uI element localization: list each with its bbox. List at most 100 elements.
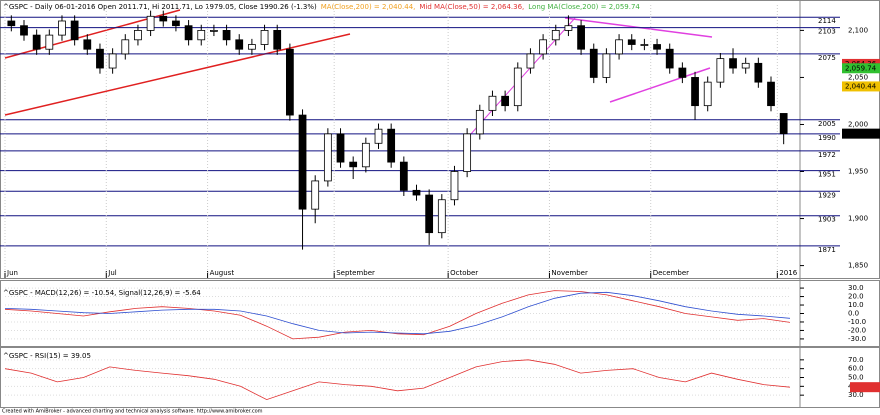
- y-tick-label: -20.0: [848, 326, 866, 334]
- candle-body: [602, 53, 611, 78]
- candle-body: [349, 161, 358, 168]
- candle-body: [501, 95, 510, 107]
- candle-body: [678, 67, 687, 78]
- candle-body: [691, 77, 699, 107]
- candle-body: [311, 180, 320, 210]
- y-tick-label: 10.0: [848, 301, 864, 309]
- level-label: 2114: [818, 17, 836, 25]
- level-label: 1951: [818, 171, 836, 179]
- candle-body: [83, 39, 92, 50]
- series-line: [4, 359, 791, 401]
- candle-body: [159, 15, 168, 22]
- candle-body: [653, 44, 661, 50]
- candle-body: [235, 39, 244, 50]
- level-label: 2075: [818, 54, 836, 62]
- y-tick-label: 70.0: [848, 356, 864, 364]
- y-tick-label: 1,900: [848, 215, 868, 223]
- price-marker: [842, 128, 880, 139]
- candle-body: [45, 34, 54, 50]
- price-marker-label: 2,040.44: [845, 82, 877, 90]
- candle-body: [108, 53, 117, 69]
- candle-body: [273, 30, 282, 50]
- candle-body: [754, 62, 763, 83]
- x-tick-label: Jul: [107, 269, 117, 277]
- price-marker: [842, 81, 880, 92]
- x-tick-label: November: [551, 269, 588, 277]
- macd-title: ^GSPC - MACD(12,26) = -10.54, Signal(12,…: [3, 289, 201, 297]
- trend-line: [609, 67, 711, 103]
- x-tick-label: Jun: [6, 269, 18, 277]
- candle-body: [146, 15, 155, 31]
- candle-body: [577, 25, 585, 50]
- title-text: ^GSPC - Daily 06-01-2016 Open 2011.71, H…: [3, 3, 317, 11]
- candle-body: [210, 30, 218, 32]
- y-tick-label: 0.0: [848, 310, 859, 318]
- y-tick-label: 1,950: [848, 168, 868, 176]
- level-label: 1929: [818, 191, 836, 199]
- x-tick-label: 2016: [779, 269, 797, 277]
- y-tick-label: 2,050: [848, 73, 868, 81]
- level-label: 2103: [818, 28, 836, 36]
- level-label: 1972: [818, 151, 836, 159]
- candle-body: [184, 25, 193, 41]
- y-tick-label: 50.0: [848, 374, 864, 382]
- level-label: 2005: [818, 120, 836, 128]
- level-label: 1990: [818, 134, 836, 142]
- candle-body: [361, 142, 370, 168]
- candle-body: [513, 67, 522, 107]
- candle-body: [703, 81, 712, 107]
- candle-body: [589, 48, 598, 78]
- series-line: [4, 291, 791, 335]
- candle-body: [172, 20, 180, 27]
- y-tick-label: 2,000: [848, 120, 868, 128]
- y-tick-label: 1,850: [848, 262, 868, 270]
- candle-body: [539, 39, 547, 55]
- candle-body: [58, 20, 66, 36]
- candle-body: [7, 20, 16, 27]
- candle-body: [488, 95, 497, 111]
- candle-body: [70, 20, 79, 41]
- y-tick-label: 2,100: [848, 26, 868, 34]
- candle-body: [475, 109, 484, 135]
- trend-line: [4, 33, 351, 116]
- candle-body: [222, 30, 231, 41]
- candle-body: [450, 171, 459, 201]
- candle-body: [387, 128, 396, 163]
- candle-body: [437, 199, 446, 234]
- candle-body: [96, 48, 104, 69]
- candle-body: [564, 25, 573, 31]
- x-tick-label: August: [210, 269, 235, 277]
- candle-body: [134, 30, 142, 41]
- footer: Created with AmiBroker - advanced charti…: [2, 409, 263, 415]
- y-tick-label: -30.0: [848, 335, 866, 343]
- value-marker: [850, 382, 880, 393]
- ma-label: MA(Close,200) = 2,040.44,: [321, 3, 416, 11]
- candle-body: [665, 48, 674, 69]
- candle-body: [374, 128, 383, 144]
- y-tick-label: 60.0: [848, 365, 864, 373]
- candle-body: [463, 133, 472, 172]
- y-tick-label: -10.0: [848, 318, 866, 326]
- candle-body: [425, 194, 434, 234]
- y-tick-label: 30.0: [848, 391, 864, 399]
- candle-body: [779, 113, 788, 135]
- candle-body: [615, 39, 623, 55]
- candle-body: [767, 81, 775, 107]
- candle-body: [121, 39, 130, 55]
- x-tick-label: September: [336, 269, 375, 277]
- candle-body: [260, 30, 269, 45]
- candle-body: [32, 34, 41, 50]
- candle-body: [336, 133, 345, 163]
- price-marker-label: 2,059.74: [845, 64, 877, 72]
- candle-body: [716, 58, 725, 83]
- ma-label: Mid MA(Close,50) = 2,064.36,: [419, 3, 524, 11]
- candle-body: [627, 39, 636, 45]
- candle-body: [323, 133, 332, 182]
- rsi-title: ^GSPC - RSI(15) = 39.05: [3, 352, 91, 360]
- price-title: ^GSPC - Daily 06-01-2016 Open 2011.71, H…: [3, 3, 640, 11]
- level-label: 1903: [818, 216, 836, 224]
- y-tick-label: 20.0: [848, 293, 864, 301]
- price-marker-label: 1,990.26: [845, 130, 877, 138]
- candle-body: [729, 58, 737, 69]
